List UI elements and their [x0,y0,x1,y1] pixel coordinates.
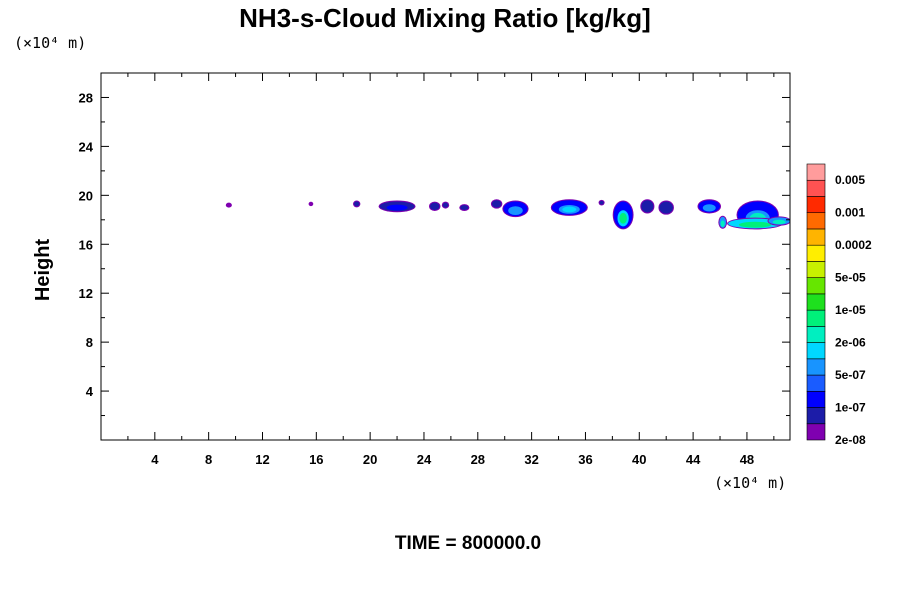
colorbar-label: 5e-07 [835,368,866,382]
cloud-blob [430,202,440,211]
colorbar-swatch [806,390,826,408]
cloud-blob [226,203,231,207]
cloud-blob-core [562,206,577,213]
colorbar-swatch [806,179,826,197]
y-axis: 4 8 12 16 20 24 28 [79,90,790,417]
cloud-blob [353,201,360,207]
y-tick-label: 8 [86,335,93,350]
colorbar-swatch [806,358,826,376]
colorbar-swatch [806,163,826,181]
colorbar-swatch [806,196,826,214]
chart-title: NH3-s-Cloud Mixing Ratio [kg/kg] [239,3,651,33]
x-tick-label: 20 [363,452,377,467]
x-axis: 4 8 12 16 20 24 28 32 36 40 44 48 [127,73,775,467]
x-tick-label: 12 [255,452,269,467]
cloud-blob-core [508,206,523,216]
x-tick-label: 28 [471,452,485,467]
cloud-blob [659,201,673,214]
colorbar-label: 1e-07 [835,401,866,415]
colorbar-swatch [806,374,826,392]
colorbar-label: 1e-05 [835,303,866,317]
colorbar-label: 0.001 [835,206,865,220]
x-tick-label: 24 [417,452,432,467]
y-tick-label: 12 [79,286,93,301]
colorbar-swatch [806,228,826,246]
x-tick-label: 8 [205,452,212,467]
cloud-blob [442,202,449,208]
x-tick-label: 4 [151,452,159,467]
y-tick-label: 24 [79,139,94,154]
colorbar-swatch [806,261,826,278]
colorbar-label: 2e-06 [835,336,866,350]
x-tick-label: 40 [632,452,646,467]
cloud-blob-core [720,220,725,227]
cloud-blob-core [386,204,408,211]
colorbar-swatch [806,293,826,311]
colorbar-label: 0.0002 [835,238,872,252]
colorbar-swatch [806,244,826,262]
y-tick-label: 4 [86,384,94,399]
y-axis-unit: (×10⁴ m) [14,34,86,52]
y-axis-label: Height [32,239,54,302]
x-tick-label: 32 [524,452,538,467]
time-label: TIME = 800000.0 [395,533,541,554]
colorbar-swatch [806,212,826,230]
cloud-blob-core [772,219,786,225]
cloud-blob [491,200,502,208]
x-tick-label: 44 [686,452,701,467]
colorbar-swatch [806,407,826,425]
plot-frame [100,72,791,441]
cloud-blob [599,200,604,205]
colorbar-label: 5e-05 [835,271,866,285]
x-tick-label: 36 [578,452,592,467]
cloud-blob-core [738,221,772,228]
cloud-blob [460,205,469,211]
cloud-blob-core [619,212,627,224]
x-tick-label: 16 [309,452,323,467]
colorbar-label: 0.005 [835,173,865,187]
cloud-blob-core [702,204,716,212]
x-tick-label: 48 [740,452,754,467]
colorbar-label: 2e-08 [835,433,866,447]
colorbar-swatch [806,423,826,441]
y-tick-label: 20 [79,188,93,203]
cloud-field [225,199,790,230]
cloud-blob [641,200,654,213]
plot-area [225,199,790,230]
colorbar-swatch [806,277,826,295]
colorbar: 0.005 0.001 0.0002 5e-05 1e-05 2e-06 5e-07 1e-0… [806,163,872,447]
x-axis-unit: (×10⁴ m) [714,474,786,492]
colorbar-swatch [806,342,826,360]
y-tick-label: 16 [79,237,93,252]
y-tick-label: 28 [79,90,93,105]
colorbar-swatch [806,309,826,327]
cloud-blob [309,202,313,206]
colorbar-swatch [806,326,826,343]
